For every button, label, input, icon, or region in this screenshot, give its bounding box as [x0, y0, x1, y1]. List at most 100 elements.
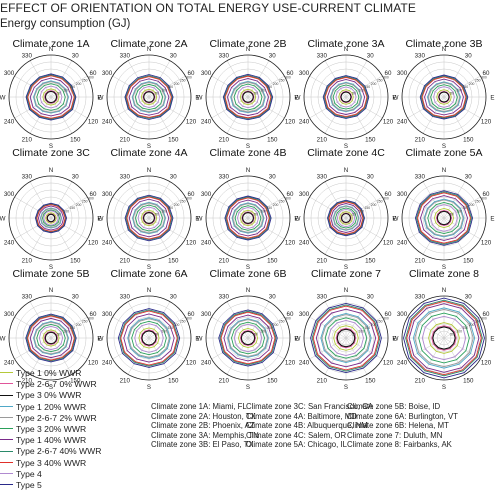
series-line	[326, 79, 366, 115]
series-line	[125, 195, 173, 241]
angle-tick-label: S	[147, 143, 151, 150]
zone-legend-col-1: Climate zone 1A: Miami, FL Climate zone 2…	[151, 402, 259, 450]
grid-spoke	[324, 181, 347, 219]
series-line	[126, 76, 172, 118]
angle-tick-label: 30	[465, 293, 472, 300]
series-line	[128, 78, 170, 116]
angle-tick-label: S	[49, 384, 53, 391]
series-line	[310, 302, 382, 374]
angle-tick-label: N	[442, 167, 446, 174]
legend-swatch	[0, 439, 13, 441]
radial-tick-label: 250	[377, 79, 383, 83]
zone-legend-entry: Climate zone 5B: Boise, ID	[347, 402, 441, 411]
angle-tick-label: N	[147, 287, 151, 294]
radial-tick-label: 250	[377, 320, 383, 324]
angle-tick-label: 330	[120, 173, 131, 180]
radial-tick-label: 150	[267, 206, 273, 210]
angle-tick-label: 120	[383, 360, 394, 367]
angle-tick-label: 60	[385, 191, 392, 198]
radial-tick-label: 250	[180, 320, 186, 324]
radial-tick-label: 150	[267, 326, 273, 330]
angle-tick-label: 300	[4, 70, 15, 77]
series-line	[220, 311, 276, 365]
angle-tick-label: W	[393, 335, 399, 342]
angle-tick-label: 210	[22, 377, 33, 384]
radial-tick-label: 50	[254, 92, 258, 96]
series-line	[45, 212, 57, 224]
series-line	[140, 88, 158, 106]
series-line	[427, 81, 461, 113]
angle-tick-label: E	[195, 215, 199, 222]
series-line	[137, 206, 161, 230]
angle-tick-label: 210	[120, 136, 131, 143]
radial-tick-label: 50	[155, 213, 159, 217]
angle-tick-label: 300	[102, 191, 113, 198]
grid-spoke	[50, 217, 73, 255]
radial-tick-label: 50	[57, 333, 61, 337]
angle-tick-label: S	[246, 384, 250, 391]
series-line	[335, 207, 357, 229]
angle-tick-label: 150	[365, 377, 376, 384]
grid-spoke	[422, 337, 445, 375]
angle-tick-label: 300	[102, 70, 113, 77]
series-line	[25, 73, 77, 121]
chart-title: Climate zone 1A	[12, 38, 89, 50]
angle-tick-label: E	[490, 335, 494, 342]
radial-tick-label: 300	[481, 196, 487, 200]
grid-spoke	[148, 96, 186, 119]
series-line	[26, 314, 76, 362]
angle-tick-label: E	[294, 335, 298, 342]
angle-tick-label: 30	[170, 293, 177, 300]
angle-tick-label: W	[0, 335, 6, 342]
angle-tick-label: 30	[269, 293, 276, 300]
angle-tick-label: 60	[90, 191, 97, 198]
legend-swatch	[0, 372, 13, 374]
grid-spoke	[112, 96, 150, 119]
series-line	[335, 327, 357, 349]
radial-tick-label: 100	[358, 209, 364, 213]
angle-tick-label: E	[294, 215, 298, 222]
chart-title: Climate zone 4C	[307, 147, 385, 159]
radial-tick-label: 50	[254, 213, 258, 217]
angle-tick-label: 60	[287, 311, 294, 318]
polar-chart: Climate zone 7501001502002503003060E1201…	[295, 268, 397, 391]
series-line	[322, 75, 370, 119]
angle-tick-label: 210	[120, 377, 131, 384]
chart-title: Climate zone 5A	[405, 147, 482, 159]
series-line	[33, 321, 69, 355]
angle-tick-label: N	[49, 167, 53, 174]
radial-tick-label: 50	[450, 333, 454, 337]
chart-title: Climate zone 3A	[307, 38, 384, 50]
series-line	[225, 196, 271, 240]
polar-frame	[401, 54, 487, 140]
series-line	[417, 192, 471, 244]
radial-tick-label: 50	[352, 92, 356, 96]
radial-tick-label: 250	[475, 320, 481, 324]
angle-tick-label: 60	[287, 191, 294, 198]
legend-item: Type 1 20% WWR	[0, 402, 140, 413]
chart-title: Climate zone 2A	[110, 38, 187, 50]
angle-tick-label: W	[197, 215, 203, 222]
legend-item: Type 3 40% WWR	[0, 458, 140, 469]
legend-label: Type 1 20% WWR	[16, 401, 87, 412]
zone-legend-entry: Climate zone 3C: San Francisco, CA	[246, 402, 373, 411]
series-line	[33, 80, 69, 114]
angle-tick-label: E	[97, 94, 101, 101]
angle-tick-label: 30	[465, 173, 472, 180]
series-line	[432, 326, 456, 350]
series-line	[46, 213, 56, 223]
radial-tick-label: 100	[358, 329, 364, 333]
grid-spoke	[14, 316, 52, 339]
zone-legend-col-2: Climate zone 3C: San Francisco, CA Climat…	[246, 402, 373, 450]
series-line	[423, 198, 465, 238]
series-line	[138, 327, 160, 349]
angle-tick-label: 150	[70, 136, 81, 143]
angle-tick-label: 240	[201, 360, 212, 367]
grid-spoke	[443, 316, 481, 339]
series-line	[424, 78, 464, 116]
polar-chart: Climate zone 4A501001502002503003060E120…	[98, 147, 200, 271]
angle-tick-label: 60	[188, 311, 195, 318]
angle-tick-label: 330	[22, 52, 33, 59]
angle-tick-label: E	[490, 215, 494, 222]
angle-tick-label: 300	[201, 70, 212, 77]
